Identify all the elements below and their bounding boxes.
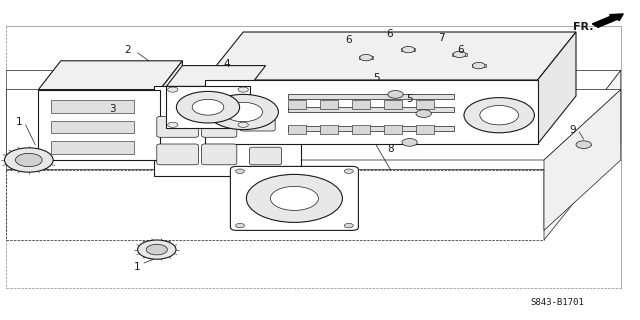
Circle shape	[344, 223, 353, 228]
Bar	[288, 100, 306, 109]
Text: 3: 3	[109, 104, 115, 114]
Bar	[416, 100, 434, 109]
Polygon shape	[166, 86, 250, 128]
Bar	[352, 125, 370, 134]
Bar	[384, 125, 402, 134]
Polygon shape	[166, 66, 266, 86]
Bar	[452, 53, 467, 56]
Text: 6: 6	[386, 28, 392, 39]
Circle shape	[416, 110, 431, 117]
Circle shape	[402, 139, 417, 146]
Text: 6: 6	[458, 44, 464, 55]
Bar	[288, 94, 454, 99]
Circle shape	[388, 91, 403, 98]
Circle shape	[271, 186, 319, 211]
Circle shape	[224, 102, 262, 122]
FancyBboxPatch shape	[250, 147, 282, 165]
Circle shape	[236, 169, 244, 173]
Polygon shape	[544, 90, 621, 230]
Polygon shape	[6, 90, 621, 160]
Circle shape	[360, 54, 372, 61]
Bar	[352, 100, 370, 109]
FancyBboxPatch shape	[157, 144, 198, 165]
Bar	[51, 141, 134, 154]
Bar	[51, 100, 134, 113]
Circle shape	[453, 51, 466, 58]
FancyBboxPatch shape	[230, 166, 358, 230]
Bar	[288, 126, 454, 131]
Circle shape	[480, 106, 518, 125]
Circle shape	[168, 87, 178, 92]
Text: 5: 5	[373, 73, 380, 84]
Bar	[320, 100, 338, 109]
Bar	[472, 64, 486, 67]
Circle shape	[238, 87, 248, 92]
Polygon shape	[154, 86, 301, 176]
Bar	[416, 125, 434, 134]
FancyBboxPatch shape	[157, 116, 198, 137]
Bar	[288, 125, 306, 134]
Circle shape	[464, 98, 534, 133]
Polygon shape	[538, 32, 576, 144]
Circle shape	[168, 122, 178, 127]
Text: 2: 2	[125, 44, 131, 55]
Polygon shape	[38, 61, 182, 90]
Polygon shape	[205, 32, 576, 80]
Circle shape	[138, 240, 176, 259]
Text: 9: 9	[570, 124, 576, 135]
Bar	[320, 125, 338, 134]
FancyBboxPatch shape	[202, 144, 237, 165]
Circle shape	[576, 141, 591, 148]
FancyBboxPatch shape	[202, 116, 237, 137]
Text: 4: 4	[224, 59, 230, 69]
Polygon shape	[205, 80, 538, 144]
Bar	[359, 56, 373, 59]
Polygon shape	[6, 70, 621, 170]
Polygon shape	[544, 70, 621, 240]
FancyBboxPatch shape	[195, 90, 237, 107]
Circle shape	[238, 122, 248, 127]
Polygon shape	[38, 90, 160, 160]
Text: FR.: FR.	[573, 22, 593, 32]
Bar	[384, 100, 402, 109]
Polygon shape	[160, 61, 182, 160]
FancyArrow shape	[593, 14, 623, 27]
FancyBboxPatch shape	[240, 113, 275, 131]
Bar	[401, 48, 415, 51]
Circle shape	[177, 92, 239, 123]
Text: 1: 1	[134, 262, 141, 272]
Circle shape	[344, 169, 353, 173]
Circle shape	[236, 223, 244, 228]
Circle shape	[192, 99, 224, 115]
Circle shape	[147, 244, 168, 255]
Circle shape	[15, 153, 42, 167]
Circle shape	[472, 62, 485, 69]
Text: 7: 7	[438, 33, 445, 44]
Bar	[51, 121, 134, 133]
Bar	[288, 107, 454, 112]
Circle shape	[208, 94, 278, 130]
Text: 6: 6	[346, 35, 352, 45]
Circle shape	[402, 46, 415, 53]
Text: 8: 8	[387, 144, 394, 154]
Circle shape	[246, 174, 342, 222]
Text: 1: 1	[16, 116, 22, 127]
Text: S843-B1701: S843-B1701	[530, 298, 584, 307]
Text: 5: 5	[406, 94, 413, 104]
Circle shape	[4, 148, 53, 172]
